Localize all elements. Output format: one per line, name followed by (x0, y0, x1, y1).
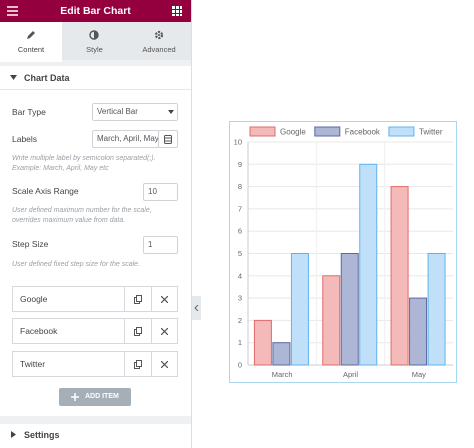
y-tick-label: 10 (234, 138, 242, 147)
legend-swatch (314, 126, 341, 137)
legend-swatch (388, 126, 415, 137)
gear-icon (154, 30, 164, 40)
tab-label: Style (86, 45, 103, 54)
remove-button[interactable] (161, 328, 168, 335)
x-tick-label: April (343, 370, 358, 379)
y-tick-label: 1 (238, 338, 242, 347)
bar (409, 297, 428, 366)
menu-icon[interactable] (7, 6, 19, 16)
settings-header[interactable]: Settings (0, 424, 191, 448)
tab-label: Content (17, 45, 45, 54)
field-label: Labels (12, 134, 38, 144)
separator (151, 287, 152, 311)
collapse-handle[interactable] (192, 296, 201, 320)
y-tick-label: 0 (238, 361, 242, 370)
dynamic-button[interactable] (158, 130, 178, 148)
editor-panel: Edit Bar Chart Content Style Advanced Ch… (0, 0, 192, 448)
chevron-icon (194, 305, 199, 311)
section-title: Chart Data (24, 73, 70, 83)
repeater-item[interactable]: Google (12, 286, 178, 312)
item-title: Facebook (20, 326, 58, 336)
pencil-icon (27, 31, 35, 39)
select[interactable]: Vertical Bar (92, 103, 178, 121)
text-input[interactable]: March, April, May (92, 130, 159, 148)
tab[interactable]: Content (0, 22, 62, 62)
bar (390, 186, 409, 366)
help-text: Write multiple label by semicolon separa… (12, 155, 156, 172)
header-title: Edit Bar Chart (60, 5, 131, 17)
y-tick-label: 5 (238, 249, 242, 258)
caret-icon (10, 75, 17, 80)
legend-label: Facebook (345, 128, 381, 137)
select-value: Vertical Bar (97, 107, 138, 116)
tab[interactable]: Advanced (127, 22, 191, 60)
remove-button[interactable] (161, 296, 168, 303)
grid-icon[interactable] (172, 6, 182, 16)
bar (272, 342, 291, 366)
help-text: User defined maximum number for the scal… (12, 207, 152, 224)
database-icon (164, 135, 172, 144)
legend-label: Twitter (419, 128, 443, 137)
y-tick-label: 2 (238, 316, 242, 325)
duplicate-button[interactable] (134, 327, 142, 336)
help-text: User defined fixed step size for the sca… (12, 261, 141, 268)
separator (124, 319, 125, 343)
number-input[interactable]: 10 (143, 183, 178, 201)
field-label: Step Size (12, 239, 49, 249)
legend-label: Google (280, 128, 306, 137)
number-input[interactable]: 1 (143, 236, 178, 254)
x-tick-label: March (272, 370, 293, 379)
remove-button[interactable] (161, 361, 168, 368)
bar (253, 319, 272, 366)
separator (124, 287, 125, 311)
field-label: Bar Type (12, 107, 46, 117)
y-tick-label: 3 (238, 294, 242, 303)
y-tick-label: 7 (238, 204, 242, 213)
y-tick-label: 8 (238, 182, 242, 191)
separator (151, 319, 152, 343)
bar (322, 275, 341, 366)
y-tick-label: 9 (238, 160, 242, 169)
item-title: Google (20, 294, 48, 304)
item-title: Twitter (20, 359, 46, 369)
repeater-item[interactable]: Twitter (12, 351, 178, 377)
plus-icon (71, 393, 79, 401)
bar (359, 163, 378, 366)
panel-header: Edit Bar Chart (0, 0, 191, 22)
contrast-icon (89, 30, 99, 40)
tab-bar: Content Style Advanced (0, 22, 191, 62)
tab-label: Advanced (142, 45, 176, 54)
settings-title: Settings (24, 430, 60, 440)
duplicate-button[interactable] (134, 295, 142, 304)
x-tick-label: May (412, 370, 426, 379)
add-item-button[interactable]: ADD ITEM (59, 388, 131, 406)
bar (427, 253, 446, 366)
legend-swatch (249, 126, 276, 137)
field-label: Scale Axis Range (12, 186, 79, 196)
y-tick-label: 4 (238, 271, 242, 280)
separator (151, 352, 152, 376)
y-tick-label: 6 (238, 227, 242, 236)
bar (290, 253, 309, 366)
section-header[interactable]: Chart Data (0, 66, 191, 90)
bar (340, 253, 359, 366)
dropdown-icon (168, 110, 174, 114)
caret-icon (11, 431, 16, 438)
tab[interactable]: Style (63, 22, 126, 60)
repeater-item[interactable]: Facebook (12, 318, 178, 344)
duplicate-button[interactable] (134, 360, 142, 369)
separator (124, 352, 125, 376)
button-label: ADD ITEM (85, 393, 119, 400)
